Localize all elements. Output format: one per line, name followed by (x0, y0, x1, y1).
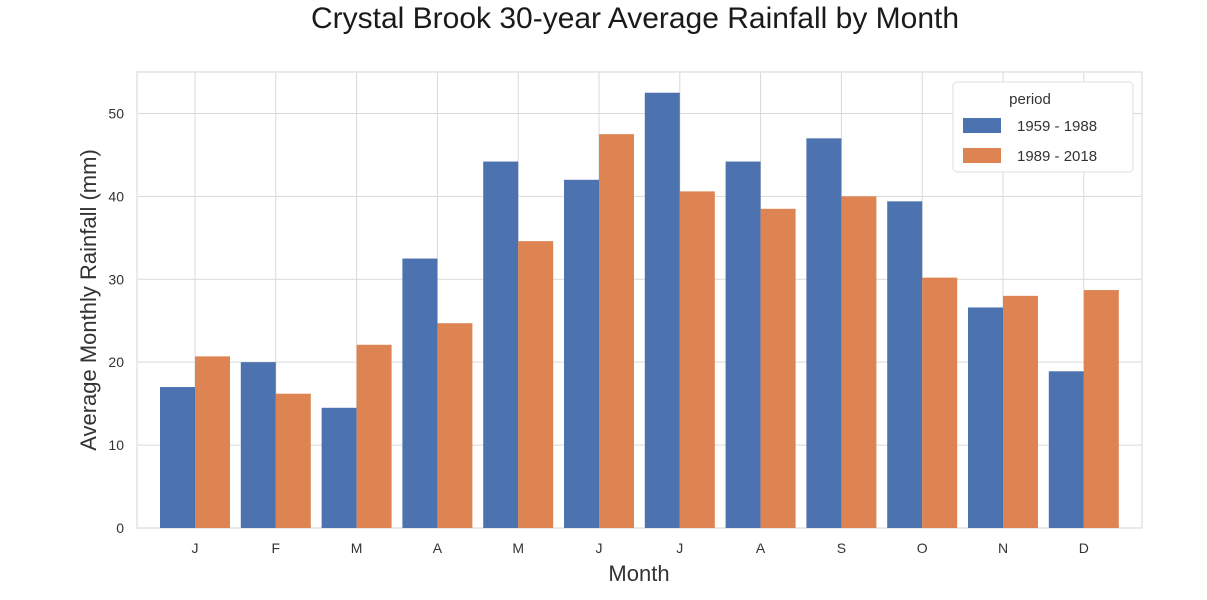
bar-1959-1988 (1048, 371, 1084, 528)
legend-title: period (1009, 91, 1051, 108)
bar-1959-1988 (321, 407, 357, 528)
y-tick-labels: 0 10 20 30 40 50 (108, 105, 124, 536)
x-tick-label: J (596, 540, 603, 556)
bar-1989-2018 (922, 277, 958, 528)
legend-label-1989-2018: 1989 - 2018 (1017, 148, 1097, 165)
bar-1959-1988 (564, 179, 599, 529)
x-tick-label: J (676, 540, 683, 556)
y-tick-label: 40 (108, 188, 124, 204)
bar-1959-1988 (725, 161, 761, 529)
bar-1989-2018 (1003, 295, 1038, 528)
legend: period 1959 - 1988 1989 - 2018 (952, 81, 1134, 173)
x-tick-label: M (512, 540, 524, 556)
x-tick-label: S (837, 540, 846, 556)
bar-1989-2018 (599, 134, 634, 528)
bar-1959-1988 (644, 92, 680, 529)
bar-1989-2018 (518, 241, 554, 528)
x-tick-label: J (192, 540, 199, 556)
bars (160, 92, 1119, 529)
bar-1989-2018 (275, 393, 311, 528)
bar-1959-1988 (806, 138, 842, 528)
bar-1959-1988 (160, 387, 195, 528)
legend-swatch-1959-1988 (963, 118, 1001, 133)
x-tick-label: N (998, 540, 1008, 556)
bar-1959-1988 (240, 362, 276, 528)
bar-1959-1988 (887, 201, 923, 528)
bar-1959-1988 (483, 161, 519, 529)
x-tick-label: A (433, 540, 443, 556)
x-axis-label: Month (608, 561, 669, 586)
y-axis-label: Average Monthly Rainfall (mm) (76, 149, 101, 451)
bar-1989-2018 (195, 356, 230, 528)
bar-1989-2018 (679, 191, 715, 528)
x-tick-label: F (272, 540, 281, 556)
x-tick-label: O (917, 540, 928, 556)
bar-1989-2018 (1083, 290, 1119, 528)
bar-1989-2018 (437, 323, 473, 528)
chart-title: Crystal Brook 30-year Average Rainfall b… (311, 2, 959, 35)
bar-1959-1988 (968, 307, 1003, 528)
y-tick-label: 50 (108, 105, 124, 121)
y-tick-label: 30 (108, 271, 124, 287)
bar-1989-2018 (356, 344, 392, 528)
legend-label-1959-1988: 1959 - 1988 (1017, 118, 1097, 135)
y-tick-label: 20 (108, 354, 124, 370)
y-tick-label: 0 (116, 520, 124, 536)
x-tick-label: M (351, 540, 363, 556)
legend-swatch-1989-2018 (963, 148, 1001, 163)
bar-1989-2018 (760, 208, 796, 529)
bar-1989-2018 (841, 196, 877, 528)
bar-1959-1988 (402, 258, 438, 528)
x-tick-label: A (756, 540, 766, 556)
plot-area (136, 71, 1143, 529)
x-tick-label: D (1079, 540, 1089, 556)
y-tick-label: 10 (108, 437, 124, 453)
